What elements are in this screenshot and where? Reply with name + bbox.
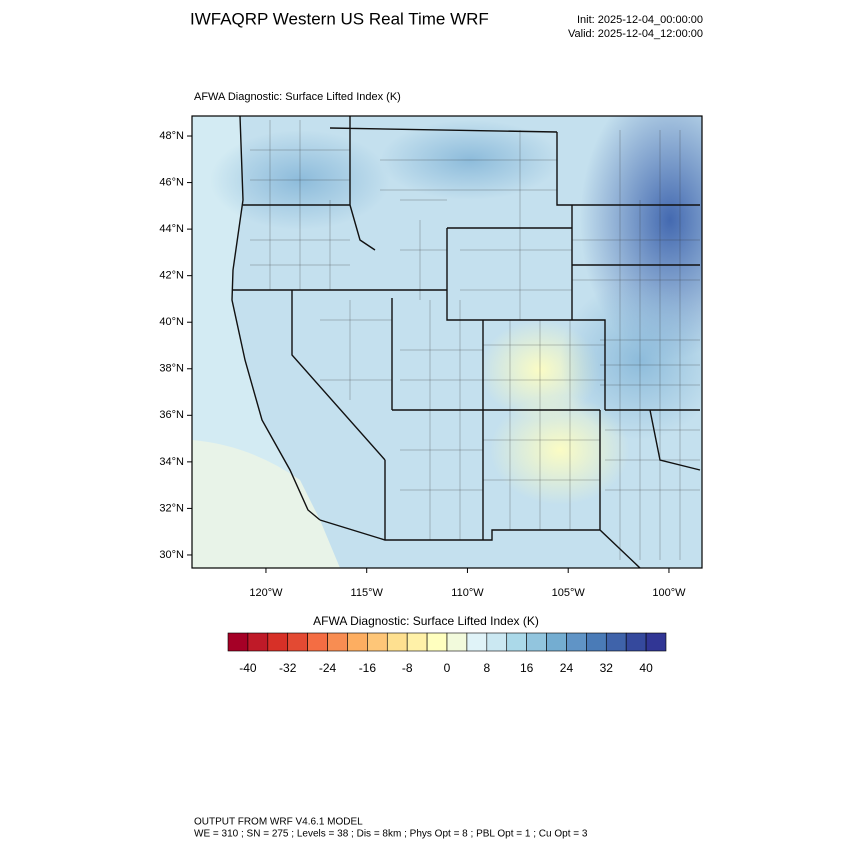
- colorbar-box: [307, 632, 328, 652]
- colorbar-box: [586, 632, 607, 652]
- colorbar-box: [386, 632, 408, 652]
- footer-line: OUTPUT FROM WRF V4.6.1 MODEL: [194, 817, 363, 828]
- colorbar-box: [625, 632, 647, 652]
- valid-time: Valid: 2025-12-04_12:00:00: [568, 28, 703, 40]
- colorbar-box: [466, 632, 488, 652]
- title: IWFAQRP Western US Real Time WRF: [190, 9, 489, 28]
- colorbar-box: [486, 632, 508, 652]
- colorbar-box: [506, 632, 527, 652]
- colorbar-box: [426, 632, 448, 652]
- colorbar-box: [347, 632, 368, 652]
- colorbar-box: [327, 632, 348, 652]
- map-frame: [191, 115, 703, 569]
- colorbar-label: -24: [319, 661, 337, 675]
- colorbar-box: [645, 632, 667, 652]
- colorbar-box: [605, 632, 627, 652]
- colorbar-box: [446, 632, 468, 652]
- y-tick-label: 46°N: [159, 176, 184, 188]
- ocean-south: [192, 440, 340, 568]
- colorbar-label: 8: [483, 661, 490, 675]
- footer-line: WE = 310 ; SN = 275 ; Levels = 38 ; Dis …: [194, 829, 588, 840]
- colorbar-box: [227, 632, 249, 652]
- colorbar-label: -32: [279, 661, 297, 675]
- y-tick-label: 34°N: [159, 456, 184, 468]
- colorbar-label: 40: [639, 661, 653, 675]
- colorbar-label: -40: [239, 661, 257, 675]
- x-tick-label: 115°W: [351, 587, 384, 599]
- colorbar-box: [287, 632, 308, 652]
- y-tick-label: 32°N: [159, 502, 184, 514]
- x-tick-label: 120°W: [249, 587, 283, 599]
- colorbar-label: 16: [520, 661, 534, 675]
- colorbar-label: 0: [444, 661, 451, 675]
- colorbar-box: [406, 632, 428, 652]
- colorbar-label: 32: [600, 661, 614, 675]
- x-tick-label: 100°W: [652, 587, 686, 599]
- colorbar-box: [566, 632, 587, 652]
- init-time: Init: 2025-12-04_00:00:00: [577, 14, 703, 26]
- y-tick-label: 30°N: [159, 549, 184, 561]
- y-tick-label: 44°N: [159, 223, 184, 235]
- colorbar-box: [546, 632, 567, 652]
- map-subtitle: AFWA Diagnostic: Surface Lifted Index (K…: [194, 91, 401, 103]
- y-tick-label: 40°N: [159, 316, 184, 328]
- y-tick-label: 38°N: [159, 363, 184, 375]
- y-tick-label: 36°N: [159, 409, 184, 421]
- x-tick-label: 110°W: [451, 587, 484, 599]
- colorbar-box: [367, 632, 388, 652]
- y-tick-label: 48°N: [159, 130, 184, 142]
- colorbar-label: -16: [359, 661, 377, 675]
- map-field: [192, 116, 702, 568]
- colorbar-box: [267, 632, 289, 652]
- x-tick-label: 105°W: [552, 587, 586, 599]
- colorbar-label: 24: [560, 661, 574, 675]
- colorbar-box: [247, 632, 269, 652]
- y-tick-label: 42°N: [159, 270, 184, 282]
- colorbar-label: -8: [402, 661, 413, 675]
- colorbar-box: [526, 632, 547, 652]
- colorbar-title: AFWA Diagnostic: Surface Lifted Index (K…: [313, 614, 539, 628]
